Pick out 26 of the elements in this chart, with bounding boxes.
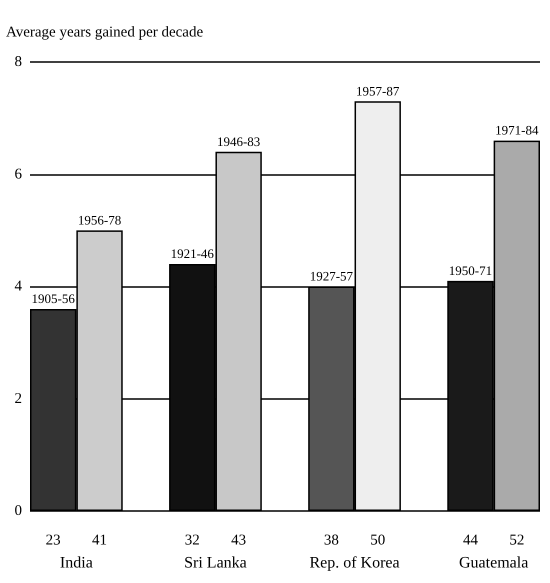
y-tick-label: 0 [14, 503, 22, 519]
data-label: 1921-46 [170, 246, 214, 262]
x-tick-label: 43 [231, 532, 246, 548]
y-tick-label: 6 [14, 166, 22, 182]
x-tick-label: 50 [370, 532, 386, 548]
text: India [60, 554, 93, 572]
y-axis-title: Average years gained per decade [6, 24, 204, 40]
data-label: 1957-87 [356, 83, 400, 98]
data-label: 1927-57 [310, 268, 354, 284]
x-tick-label: 32 [184, 532, 200, 548]
data-label: 1905-56 [32, 290, 76, 306]
x-tick-label: 23 [46, 532, 61, 548]
text: Guatemala [458, 554, 528, 572]
text: Sri Lanka [184, 554, 247, 572]
y-tick-label: 4 [14, 278, 22, 294]
x-tick-label: 41 [92, 532, 108, 548]
y-tick-label: 2 [14, 390, 22, 407]
data-label: 1946-83 [216, 134, 260, 149]
data-label: 1956-78 [78, 212, 122, 228]
x-tick-label: 44 [462, 532, 478, 548]
data-label: 1971-84 [495, 122, 539, 138]
x-tick-label: 38 [324, 532, 339, 548]
y-tick-label: 8 [14, 54, 22, 70]
data-label: 1950-71 [448, 262, 492, 278]
x-tick-label: 52 [509, 532, 524, 548]
text: Rep. of Korea [309, 554, 400, 572]
